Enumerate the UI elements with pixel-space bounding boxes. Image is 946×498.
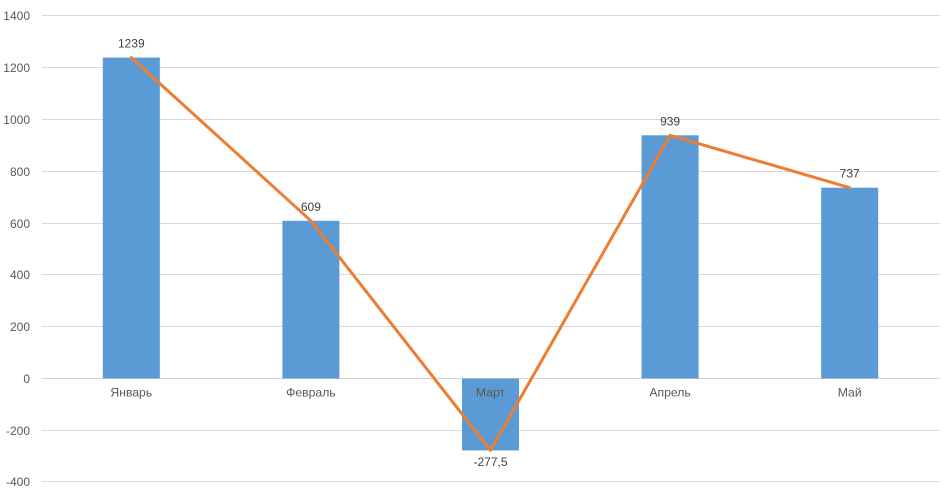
- svg-text:1400: 1400: [3, 9, 30, 23]
- svg-text:800: 800: [10, 165, 30, 179]
- svg-text:737: 737: [840, 167, 860, 181]
- svg-text:600: 600: [10, 217, 30, 231]
- svg-text:Март: Март: [476, 386, 506, 400]
- svg-text:Февраль: Февраль: [286, 386, 336, 400]
- svg-text:Апрель: Апрель: [649, 386, 690, 400]
- svg-text:1000: 1000: [3, 113, 30, 127]
- svg-text:400: 400: [10, 268, 30, 282]
- svg-text:Май: Май: [838, 386, 862, 400]
- svg-text:1239: 1239: [118, 37, 145, 51]
- svg-text:-277,5: -277,5: [473, 455, 507, 469]
- svg-text:-200: -200: [6, 424, 30, 438]
- svg-text:939: 939: [660, 114, 680, 128]
- svg-text:1200: 1200: [3, 61, 30, 75]
- svg-text:Январь: Январь: [110, 386, 152, 400]
- svg-text:0: 0: [23, 372, 30, 386]
- svg-text:609: 609: [301, 200, 321, 214]
- svg-text:-400: -400: [6, 475, 30, 489]
- svg-text:200: 200: [10, 320, 30, 334]
